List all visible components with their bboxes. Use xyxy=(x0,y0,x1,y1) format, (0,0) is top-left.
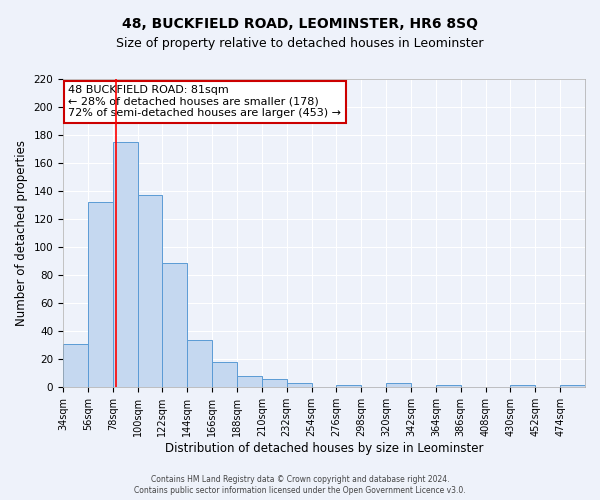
Bar xyxy=(386,383,411,388)
Text: Size of property relative to detached houses in Leominster: Size of property relative to detached ho… xyxy=(116,38,484,51)
Y-axis label: Number of detached properties: Number of detached properties xyxy=(15,140,28,326)
Bar xyxy=(237,376,262,388)
Bar xyxy=(113,142,137,388)
Bar xyxy=(163,262,187,388)
Text: 48, BUCKFIELD ROAD, LEOMINSTER, HR6 8SQ: 48, BUCKFIELD ROAD, LEOMINSTER, HR6 8SQ xyxy=(122,18,478,32)
Text: Contains public sector information licensed under the Open Government Licence v3: Contains public sector information licen… xyxy=(134,486,466,495)
Bar xyxy=(88,202,113,388)
Bar xyxy=(63,344,88,388)
Bar xyxy=(262,379,287,388)
X-axis label: Distribution of detached houses by size in Leominster: Distribution of detached houses by size … xyxy=(165,442,483,455)
Bar xyxy=(287,383,311,388)
Bar xyxy=(212,362,237,388)
Bar xyxy=(511,384,535,388)
Bar xyxy=(187,340,212,388)
Bar xyxy=(137,196,163,388)
Bar xyxy=(560,384,585,388)
Bar xyxy=(337,384,361,388)
Bar xyxy=(436,384,461,388)
Text: 48 BUCKFIELD ROAD: 81sqm
← 28% of detached houses are smaller (178)
72% of semi-: 48 BUCKFIELD ROAD: 81sqm ← 28% of detach… xyxy=(68,85,341,118)
Text: Contains HM Land Registry data © Crown copyright and database right 2024.: Contains HM Land Registry data © Crown c… xyxy=(151,475,449,484)
